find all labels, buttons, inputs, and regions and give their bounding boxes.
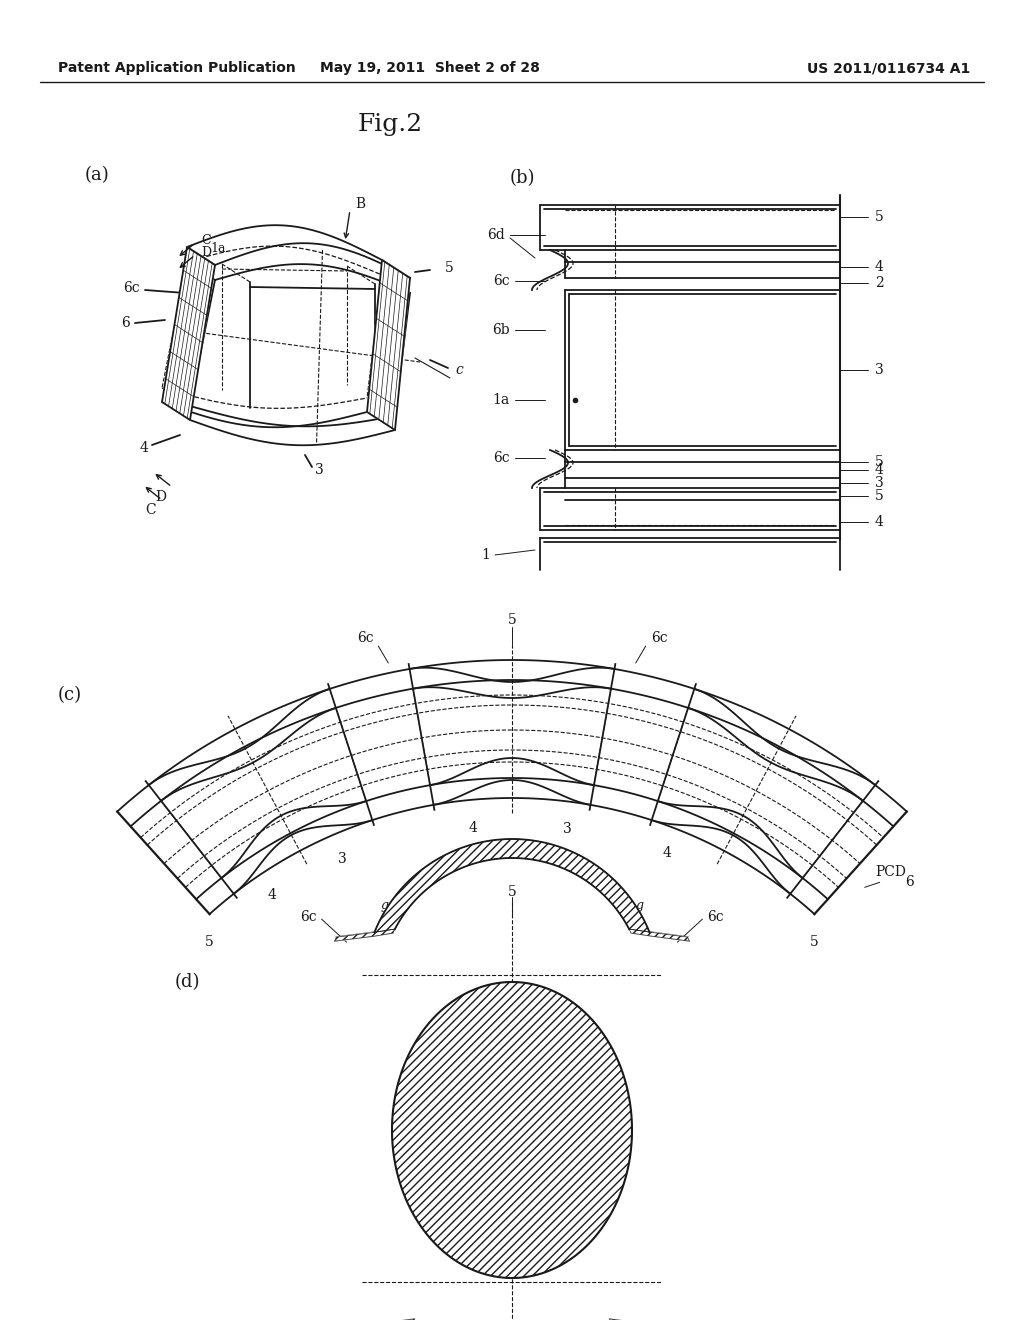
Text: (c): (c): [58, 686, 82, 704]
Text: D: D: [155, 490, 166, 504]
Text: 3: 3: [315, 463, 324, 477]
Text: 6c: 6c: [356, 631, 374, 645]
Text: 5: 5: [508, 884, 516, 899]
Text: C: C: [145, 503, 156, 517]
Text: 6b: 6b: [493, 323, 510, 337]
Text: 3: 3: [874, 477, 884, 490]
Text: 2: 2: [874, 276, 884, 290]
Text: (b): (b): [510, 169, 536, 187]
Text: 1a: 1a: [210, 242, 225, 255]
Polygon shape: [367, 260, 410, 430]
Text: 1: 1: [481, 548, 490, 562]
Text: 3: 3: [874, 363, 884, 378]
Text: 3: 3: [338, 851, 347, 866]
Text: 4: 4: [874, 515, 884, 529]
Text: 4: 4: [139, 441, 148, 455]
Polygon shape: [162, 247, 215, 420]
Text: D: D: [201, 246, 211, 259]
Text: 4: 4: [468, 821, 477, 834]
Text: 4: 4: [268, 887, 276, 902]
Text: May 19, 2011  Sheet 2 of 28: May 19, 2011 Sheet 2 of 28: [321, 61, 540, 75]
Text: 3: 3: [563, 822, 571, 837]
Text: 6c: 6c: [494, 451, 510, 465]
Text: 4: 4: [663, 846, 671, 861]
Text: Fig.2: Fig.2: [357, 114, 423, 136]
Polygon shape: [392, 982, 632, 1278]
Text: PCD: PCD: [874, 865, 906, 879]
Text: c: c: [455, 363, 463, 378]
Text: g: g: [381, 899, 388, 912]
Text: C: C: [201, 234, 211, 247]
Text: US 2011/0116734 A1: US 2011/0116734 A1: [807, 61, 970, 75]
Text: 6c: 6c: [708, 909, 724, 924]
Polygon shape: [375, 840, 649, 932]
Text: g: g: [636, 899, 643, 912]
Text: (a): (a): [85, 166, 110, 183]
Text: 6c: 6c: [300, 909, 316, 924]
Text: 6c: 6c: [494, 275, 510, 288]
Text: 6: 6: [121, 315, 130, 330]
Text: 5: 5: [874, 210, 884, 224]
Text: B: B: [355, 197, 366, 211]
Text: 5: 5: [508, 612, 516, 627]
Text: 4: 4: [874, 260, 884, 275]
Text: 6: 6: [904, 875, 913, 890]
Text: 5: 5: [445, 261, 454, 275]
Text: 4: 4: [874, 463, 884, 477]
Text: (d): (d): [175, 973, 201, 991]
Text: 6d: 6d: [487, 228, 505, 242]
Text: 6c: 6c: [650, 631, 668, 645]
Text: 6c: 6c: [123, 281, 140, 294]
Polygon shape: [629, 929, 689, 941]
Text: 5: 5: [874, 488, 884, 503]
Text: 5: 5: [205, 935, 214, 949]
Text: Patent Application Publication: Patent Application Publication: [58, 61, 296, 75]
Text: 5: 5: [874, 455, 884, 469]
Text: 5: 5: [810, 935, 819, 949]
Polygon shape: [335, 929, 395, 941]
Text: 1a: 1a: [493, 393, 510, 407]
